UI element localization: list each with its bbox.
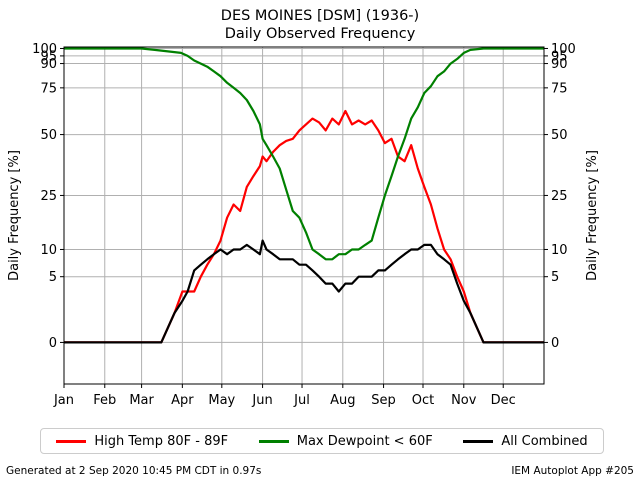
x-tick-label: Sep	[371, 393, 396, 408]
y-tick-label-right: 5	[551, 270, 559, 285]
footer-generated: Generated at 2 Sep 2020 10:45 PM CDT in …	[6, 465, 262, 477]
y-tick-label-left: 10	[40, 243, 57, 258]
x-tick-label: Nov	[451, 393, 477, 408]
x-tick-label: Oct	[412, 393, 434, 408]
x-tick-label: Jul	[293, 393, 310, 408]
legend-label-combined: All Combined	[501, 433, 588, 449]
x-tick-label: Apr	[171, 393, 194, 408]
y-tick-label-right: 75	[551, 81, 568, 96]
y-tick-label-left: 25	[40, 189, 57, 204]
x-tick-label: Aug	[330, 393, 355, 408]
y-tick-label-right: 95	[551, 49, 568, 64]
y-tick-label-left: 75	[40, 81, 57, 96]
y-tick-label-right: 100	[551, 42, 576, 57]
y-tick-label-left: 95	[40, 49, 57, 64]
y-tick-label-left: 5	[49, 270, 57, 285]
x-tick-label: Dec	[491, 393, 516, 408]
x-tick-label: Mar	[129, 393, 154, 408]
legend-swatch-combined	[463, 439, 494, 443]
y-tick-label-left: 100	[32, 42, 57, 57]
legend-label-high: High Temp 80F - 89F	[94, 433, 229, 449]
y-tick-label-right: 0	[551, 336, 559, 351]
x-tick-label: May	[208, 393, 235, 408]
x-tick-label: Jan	[53, 393, 74, 408]
legend-item-dew: Max Dewpoint < 60F	[258, 433, 433, 449]
y-axis-label-left: Daily Frequency [%]	[7, 150, 22, 281]
y-tick-label-right: 25	[551, 189, 568, 204]
chart-plot: Jan Feb Mar Apr May Jun Jul Aug Sep Oct Nov Dec 0 0 5 5…	[7, 42, 600, 408]
legend-label-dew: Max Dewpoint < 60F	[296, 433, 433, 449]
chart-legend: High Temp 80F - 89F Max Dewpoint < 60F A…	[40, 428, 604, 454]
y-tick-label-left: 0	[49, 336, 57, 351]
legend-swatch-dew	[258, 439, 289, 443]
chart-subtitle: Daily Observed Frequency	[224, 26, 416, 42]
legend-item-high: High Temp 80F - 89F	[56, 434, 228, 449]
x-tick-label: Jun	[251, 393, 272, 408]
series-line-1	[64, 47, 544, 261]
legend-item-combined: All Combined	[463, 433, 588, 449]
chart-title: DES MOINES [DSM] (1936-)	[220, 8, 420, 24]
series-line-2	[64, 239, 544, 344]
footer-app: IEM Autoplot App #205	[511, 465, 634, 477]
y-tick-label-left: 90	[40, 57, 57, 72]
legend-swatch-high	[56, 439, 87, 443]
plot-frame	[63, 46, 545, 385]
y-tick-label-left: 50	[40, 128, 57, 143]
y-axis-label-right: Daily Frequency [%]	[585, 150, 600, 281]
y-tick-label-right: 50	[551, 128, 568, 143]
series-line-0	[64, 109, 544, 344]
y-tick-label-right: 90	[551, 57, 568, 72]
y-tick-label-right: 10	[551, 243, 568, 258]
x-tick-label: Feb	[93, 393, 116, 408]
